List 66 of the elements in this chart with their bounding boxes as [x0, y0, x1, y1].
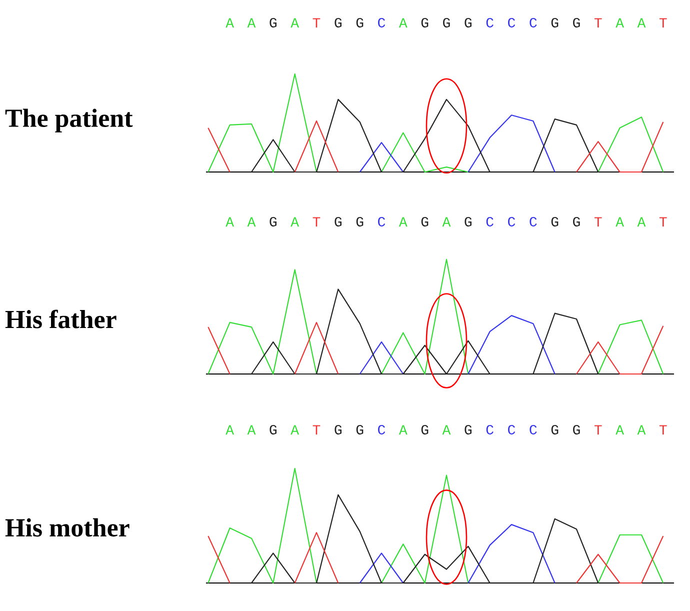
x-tick-label: T [312, 18, 320, 28]
text: His father [5, 310, 116, 328]
x-tick-label: G [334, 216, 342, 226]
x-tick-label: A [398, 217, 408, 226]
x-tick-label: A [247, 18, 256, 28]
x-tick-label: A [442, 217, 451, 226]
x-tick-label: C [378, 18, 386, 28]
x-tick-label: G [334, 424, 342, 434]
x-tick-label: A [398, 425, 408, 434]
x-tick-label: C [508, 18, 516, 28]
x-tick-label: A [226, 425, 234, 434]
text: His mother [5, 518, 130, 537]
x-tick-label: G [551, 18, 558, 28]
x-tick-label: C [530, 424, 537, 434]
x-tick-label: A [398, 18, 408, 28]
x-tick-label: A [442, 425, 451, 434]
x-tick-label: G [356, 18, 364, 28]
x-tick-label: C [486, 424, 494, 434]
x-tick-label: G [573, 18, 580, 28]
x-tick-label: G [464, 18, 472, 28]
x-tick-label: A [290, 425, 300, 434]
x-tick-label: C [486, 18, 494, 28]
x-tick-label: G [464, 216, 472, 226]
x-tick-label: T [594, 217, 602, 226]
x-tick-label: C [530, 18, 537, 28]
x-tick-label: C [508, 216, 516, 226]
x-tick-label: G [421, 216, 428, 226]
x-tick-label: G [270, 216, 277, 226]
x-tick-label: A [616, 18, 624, 28]
x-tick-label: C [378, 216, 386, 226]
x-tick-label: G [464, 424, 472, 434]
x-tick-label: G [551, 424, 558, 434]
x-tick-label: T [659, 18, 667, 28]
x-tick-label: A [637, 18, 646, 28]
x-tick-label: A [247, 217, 256, 226]
x-tick-label: G [356, 424, 364, 434]
x-tick-label: A [290, 18, 300, 28]
x-tick-label: T [594, 18, 602, 28]
x-tick-label: A [616, 425, 624, 434]
x-tick-label: A [226, 18, 234, 28]
x-tick-label: A [247, 425, 256, 434]
x-tick-label: A [226, 217, 234, 226]
x-tick-label: A [637, 425, 646, 434]
x-tick-label: A [616, 217, 624, 226]
x-tick-label: G [270, 424, 277, 434]
x-tick-label: A [290, 217, 300, 226]
x-tick-label: A [637, 217, 646, 226]
x-tick-label: G [270, 18, 277, 28]
x-tick-label: G [443, 18, 450, 28]
x-tick-label: G [573, 424, 580, 434]
x-tick-label: C [486, 216, 494, 226]
text: The patient [5, 108, 133, 132]
x-tick-label: C [530, 216, 537, 226]
x-tick-label: G [421, 18, 428, 28]
x-tick-label: C [508, 424, 516, 434]
x-tick-label: G [551, 216, 558, 226]
x-tick-label: G [334, 18, 342, 28]
x-tick-label: G [421, 424, 428, 434]
x-tick-label: G [356, 216, 364, 226]
x-tick-label: G [573, 216, 580, 226]
x-tick-label: T [659, 425, 667, 434]
x-tick-label: T [659, 217, 667, 226]
x-tick-label: T [312, 425, 320, 434]
x-tick-label: T [312, 217, 320, 226]
x-tick-label: T [594, 425, 602, 434]
x-tick-label: C [378, 424, 386, 434]
